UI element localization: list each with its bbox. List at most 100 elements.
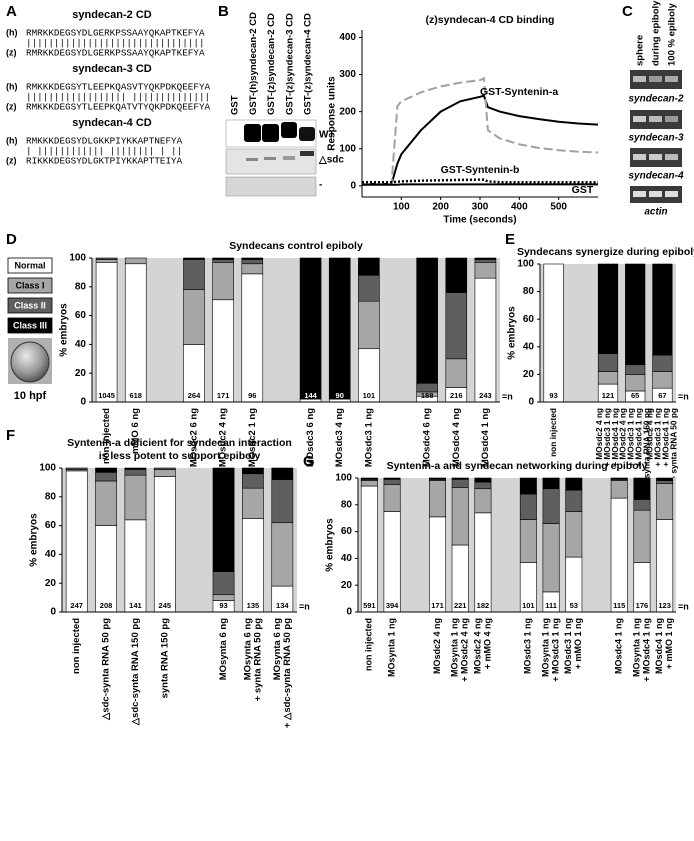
panel-label: F: [6, 427, 15, 444]
y-axis-label: Response units: [327, 76, 338, 151]
bar-segment: [416, 257, 438, 384]
chart-title: is less potent to support epiboly: [99, 450, 261, 462]
x-tick-label: + mMO 4 ng: [482, 618, 492, 669]
gel-band: [299, 127, 315, 141]
sequence: RMKKKDEGSYTLEEPKQATVTYQKPDKQEEFYA: [26, 101, 211, 112]
x-tick-label: 500: [550, 202, 567, 213]
y-tick-label: 100: [339, 143, 356, 154]
x-tick-label: + MOsdc4 1 ng: [661, 408, 671, 467]
species-label: (h): [6, 135, 18, 145]
plot-background: [92, 258, 500, 402]
n-label: 121: [602, 391, 615, 400]
n-label: 245: [159, 601, 172, 610]
gel-row-label: △sdc: [318, 155, 344, 166]
bar-segment: [124, 469, 147, 476]
bar-segment: [429, 516, 446, 613]
x-tick-label: MOsdc3 1 ng: [363, 408, 374, 467]
gel-column-label: GST-(z)syndecan-3 CD: [284, 13, 295, 115]
gel-column-label: GST-(z)syndecan-4 CD: [303, 13, 314, 115]
x-tick-label: + MOsdc3 1 ng: [602, 408, 612, 467]
n-label: 264: [188, 391, 201, 400]
bar-segment: [383, 511, 401, 613]
y-tick-label: 80: [45, 491, 57, 502]
y-tick-label: 40: [75, 339, 87, 350]
n-label: 188: [421, 391, 434, 400]
bar-segment: [95, 467, 117, 473]
x-tick-label: MOsynta 6 ng: [218, 618, 229, 680]
x-tick-label: non injected: [101, 408, 112, 464]
y-tick-label: 300: [339, 69, 356, 80]
conservation-bars: |||||||||||||||||| ||||||||||||||: [26, 91, 210, 102]
alignment-title: syndecan-3 CD: [72, 63, 152, 75]
x-tick-label: MOsynta 1 ng: [386, 618, 396, 677]
panel-label: B: [218, 3, 229, 20]
bar-segment: [445, 257, 468, 293]
gel-band: [283, 156, 295, 160]
bar-segment: [625, 374, 646, 392]
bar-segment: [95, 472, 117, 482]
bar-segment: [271, 522, 294, 587]
n-label: 135: [247, 601, 260, 610]
bar-segment: [656, 480, 674, 484]
n-label: 171: [217, 391, 230, 400]
y-tick-label: 100: [335, 473, 352, 484]
bar-segment: [183, 289, 205, 345]
x-tick-label: + MOsdc3 1 ng: [653, 408, 663, 467]
panel-label: C: [622, 3, 633, 20]
n-key: =n: [299, 601, 310, 611]
n-label: 67: [658, 391, 666, 400]
bar-segment: [95, 259, 118, 263]
species-label: (h): [6, 81, 18, 91]
y-axis-label: % embryos: [29, 513, 40, 567]
gel-b: [225, 119, 317, 197]
gel-band: [649, 191, 662, 197]
x-tick-label: non injected: [71, 618, 82, 674]
bar-segment: [656, 519, 674, 613]
bar-segment: [474, 277, 497, 403]
species-label: (h): [6, 27, 18, 37]
n-label: 247: [70, 601, 83, 610]
sequence: RIKKKDEGSYDLGKTPIYKKAPTTEIYA: [26, 155, 183, 166]
gel-band: [246, 158, 258, 161]
gel-column-label: GST: [230, 95, 241, 115]
chart-title: Syntenin-a deficient for syndecan intera…: [67, 437, 292, 449]
n-label: 96: [248, 391, 256, 400]
bar-segment: [474, 259, 497, 263]
legend-label: Class I: [15, 280, 44, 290]
bar-segment: [360, 480, 378, 487]
bar-segment: [451, 477, 469, 480]
x-tick-label: 300: [472, 202, 489, 213]
bar-segment: [242, 487, 264, 519]
panel-label: E: [505, 231, 515, 248]
chart-title: Syntenin-a and syndecan networking durin…: [387, 460, 648, 472]
y-tick-label: 20: [45, 578, 57, 589]
bar-segment: [597, 371, 619, 385]
y-tick-label: 80: [75, 281, 87, 292]
gel-band: [633, 76, 646, 82]
n-label: 171: [431, 601, 444, 610]
gel-column-label: sphere: [635, 35, 646, 66]
x-tick-label: synta RNA 150 pg: [159, 618, 170, 699]
bar-segment: [474, 262, 497, 279]
x-tick-label: non injected: [548, 408, 558, 457]
series-line: [362, 178, 598, 184]
bar-segment: [124, 467, 147, 470]
y-tick-label: 200: [339, 106, 356, 117]
bar-segment: [451, 479, 469, 488]
x-tick-label: MOsdc4 4 ng: [451, 408, 462, 467]
bar-segment: [183, 257, 205, 260]
x-tick-label: MOsdc3 4 ng: [334, 408, 345, 467]
embryo: [10, 341, 50, 383]
gel-band: [649, 116, 662, 122]
y-tick-label: 100: [69, 253, 86, 264]
x-tick-label: + △sdc-synta RNA 50 pg: [282, 618, 293, 728]
gel-band: [300, 151, 314, 156]
x-tick-label: MOsdc4 6 ng: [422, 408, 433, 467]
x-tick-label: + MOsdc3 1 ng: [550, 618, 560, 682]
x-tick-label: + MOsdc4 1 ng: [610, 408, 620, 467]
legend-label: Class II: [14, 300, 46, 310]
bar-segment: [212, 594, 235, 601]
x-tick-label: MOsdc2 4 ng: [594, 408, 604, 460]
x-tick-label: MOsdc2 4 ng: [472, 618, 482, 674]
